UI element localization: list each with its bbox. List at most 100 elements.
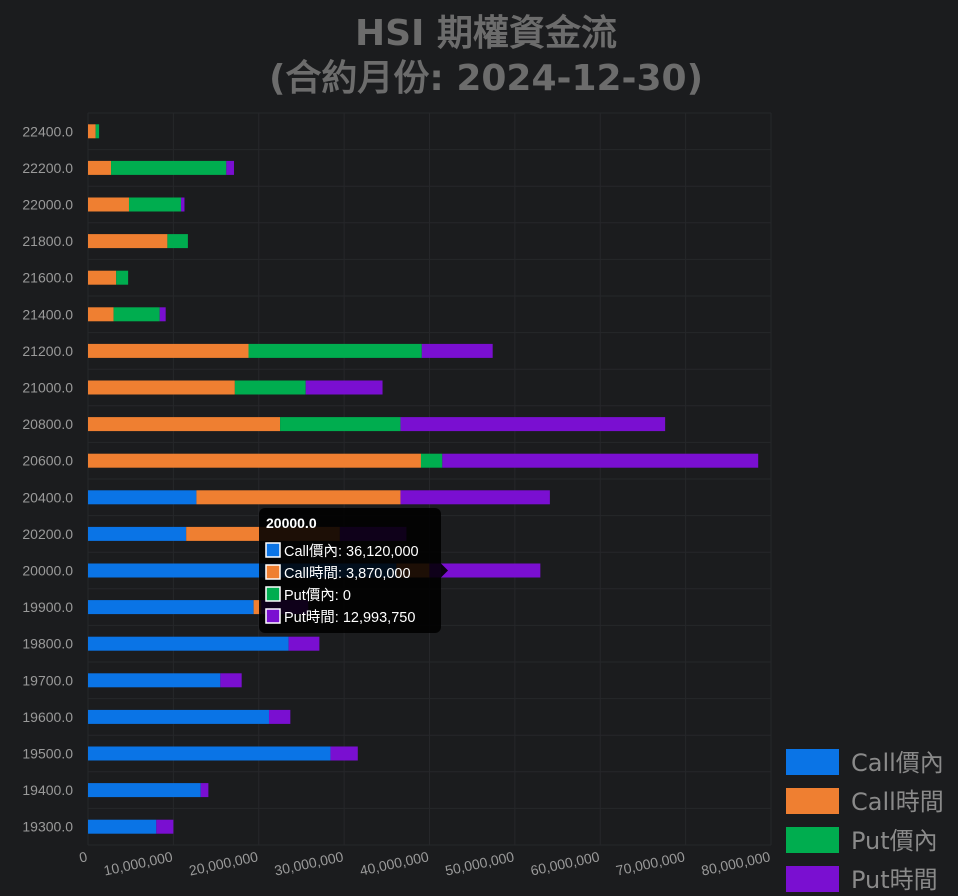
bar-21600.0-series-2[interactable] [116,270,129,285]
bar-19300.0-series-0[interactable] [88,819,157,834]
bar-21200.0-series-1[interactable] [88,343,249,358]
bar-20400.0-series-0[interactable] [88,490,197,505]
legend-item[interactable]: Call時間 [786,788,944,816]
bar-20800.0-series-3[interactable] [400,417,666,432]
tooltip-swatch [265,586,281,602]
x-tick-label: 0 [78,848,89,865]
bar-21800.0-series-2[interactable] [167,234,188,249]
y-tick-label: 21800.0 [22,233,73,249]
legend-swatch [786,788,839,814]
legend-label: Put時間 [851,866,938,894]
bar-19700.0-series-3[interactable] [220,673,242,688]
tooltip-row: Call價內: 36,120,000 [284,543,419,560]
bar-22200.0-series-1[interactable] [88,160,112,175]
x-tick-label: 40,000,000 [358,848,430,878]
bar-21000.0-series-2[interactable] [234,380,306,395]
bar-20600.0-series-3[interactable] [442,453,759,468]
y-tick-label: 19300.0 [22,819,73,835]
bar-20800.0-series-1[interactable] [88,417,281,432]
legend-item[interactable]: Call價內 [786,749,944,777]
tooltip-caret [441,563,448,578]
y-tick-label: 22200.0 [22,160,73,176]
tooltip: 20000.0 Call價內: 36,120,000 Call時間: 3,870,0… [259,508,448,633]
tooltip-row: Put時間: 12,993,750 [284,609,415,626]
x-tick-label: 70,000,000 [614,848,686,878]
bar-20800.0-series-2[interactable] [280,417,401,432]
y-tick-label: 22400.0 [22,123,73,139]
legend-swatch [786,749,839,775]
y-tick-label: 19700.0 [22,672,73,688]
y-tick-label: 19800.0 [22,636,73,652]
y-tick-label: 20400.0 [22,489,73,505]
bar-22000.0-series-3[interactable] [181,197,185,212]
y-tick-label: 21600.0 [22,270,73,286]
bar-21600.0-series-1[interactable] [88,270,117,285]
bar-20600.0-series-2[interactable] [420,453,443,468]
bar-20600.0-series-1[interactable] [88,453,421,468]
bar-19400.0-series-3[interactable] [200,783,209,798]
y-tick-label: 21000.0 [22,380,73,396]
bar-22200.0-series-3[interactable] [226,160,234,175]
y-tick-label: 22000.0 [22,197,73,213]
bar-21200.0-series-2[interactable] [248,343,422,358]
bar-22400.0-series-1[interactable] [88,124,96,139]
x-axis-ticks: 0 10,000,000 20,000,000 30,000,000 40,000,00… [78,848,772,878]
x-tick-label: 60,000,000 [529,848,601,878]
bar-19800.0-series-3[interactable] [288,636,320,651]
bar-22200.0-series-2[interactable] [111,160,227,175]
bar-19600.0-series-3[interactable] [268,709,291,724]
y-axis-ticks: 22400.0 22200.0 22000.0 21800.0 21600.0 21400… [22,123,73,834]
bar-21800.0-series-1[interactable] [88,234,168,249]
bar-19900.0-series-1[interactable] [253,600,262,615]
chart-title-line1: HSI 期權資金流 [355,12,617,54]
bar-19900.0-series-0[interactable] [88,600,254,615]
bar-19600.0-series-0[interactable] [88,709,269,724]
legend-item[interactable]: Put價內 [786,827,938,855]
bar-22400.0-series-2[interactable] [95,124,100,139]
legend-swatch [786,827,839,853]
bar-22000.0-series-2[interactable] [128,197,182,212]
bar-21000.0-series-3[interactable] [305,380,383,395]
y-tick-label: 21400.0 [22,306,73,322]
tooltip-box [259,508,441,633]
y-tick-label: 19400.0 [22,782,73,798]
bar-20400.0-series-1[interactable] [196,490,401,505]
y-tick-label: 19600.0 [22,709,73,725]
x-tick-label: 30,000,000 [273,848,345,878]
bar-19700.0-series-0[interactable] [88,673,221,688]
legend-label: Call價內 [851,749,944,777]
tooltip-swatch [265,608,281,624]
bar-20400.0-series-3[interactable] [400,490,550,505]
bar-19500.0-series-0[interactable] [88,746,331,761]
x-tick-label: 50,000,000 [444,848,516,878]
y-tick-label: 20800.0 [22,416,73,432]
bar-21000.0-series-1[interactable] [88,380,235,395]
tooltip-row: Call時間: 3,870,000 [284,565,411,582]
chart-title-line2: (合約月份: 2024-12-30) [269,58,703,99]
x-tick-label: 10,000,000 [102,848,174,878]
bar-19300.0-series-3[interactable] [156,819,174,834]
legend-item[interactable]: Put時間 [786,866,938,894]
y-tick-label: 20600.0 [22,453,73,469]
bar-19400.0-series-0[interactable] [88,783,201,798]
y-tick-label: 20000.0 [22,563,73,579]
bar-19500.0-series-3[interactable] [330,746,358,761]
bar-21400.0-series-2[interactable] [113,307,160,322]
bar-22000.0-series-1[interactable] [88,197,129,212]
bar-21400.0-series-1[interactable] [88,307,114,322]
grid-lines [87,112,772,846]
bar-21200.0-series-3[interactable] [421,343,493,358]
bar-20000.0-series-3[interactable] [429,563,541,578]
tooltip-swatch [265,542,281,558]
legend-label: Call時間 [851,788,944,816]
legend-swatch [786,866,839,892]
tooltip-swatch [265,564,281,580]
bar-19800.0-series-0[interactable] [88,636,289,651]
x-tick-label: 80,000,000 [700,848,772,878]
bar-20200.0-series-0[interactable] [88,526,187,541]
y-tick-label: 19900.0 [22,599,73,615]
bar-21400.0-series-3[interactable] [159,307,166,322]
legend: Call價內 Call時間 Put價內 Put時間 [786,749,944,894]
